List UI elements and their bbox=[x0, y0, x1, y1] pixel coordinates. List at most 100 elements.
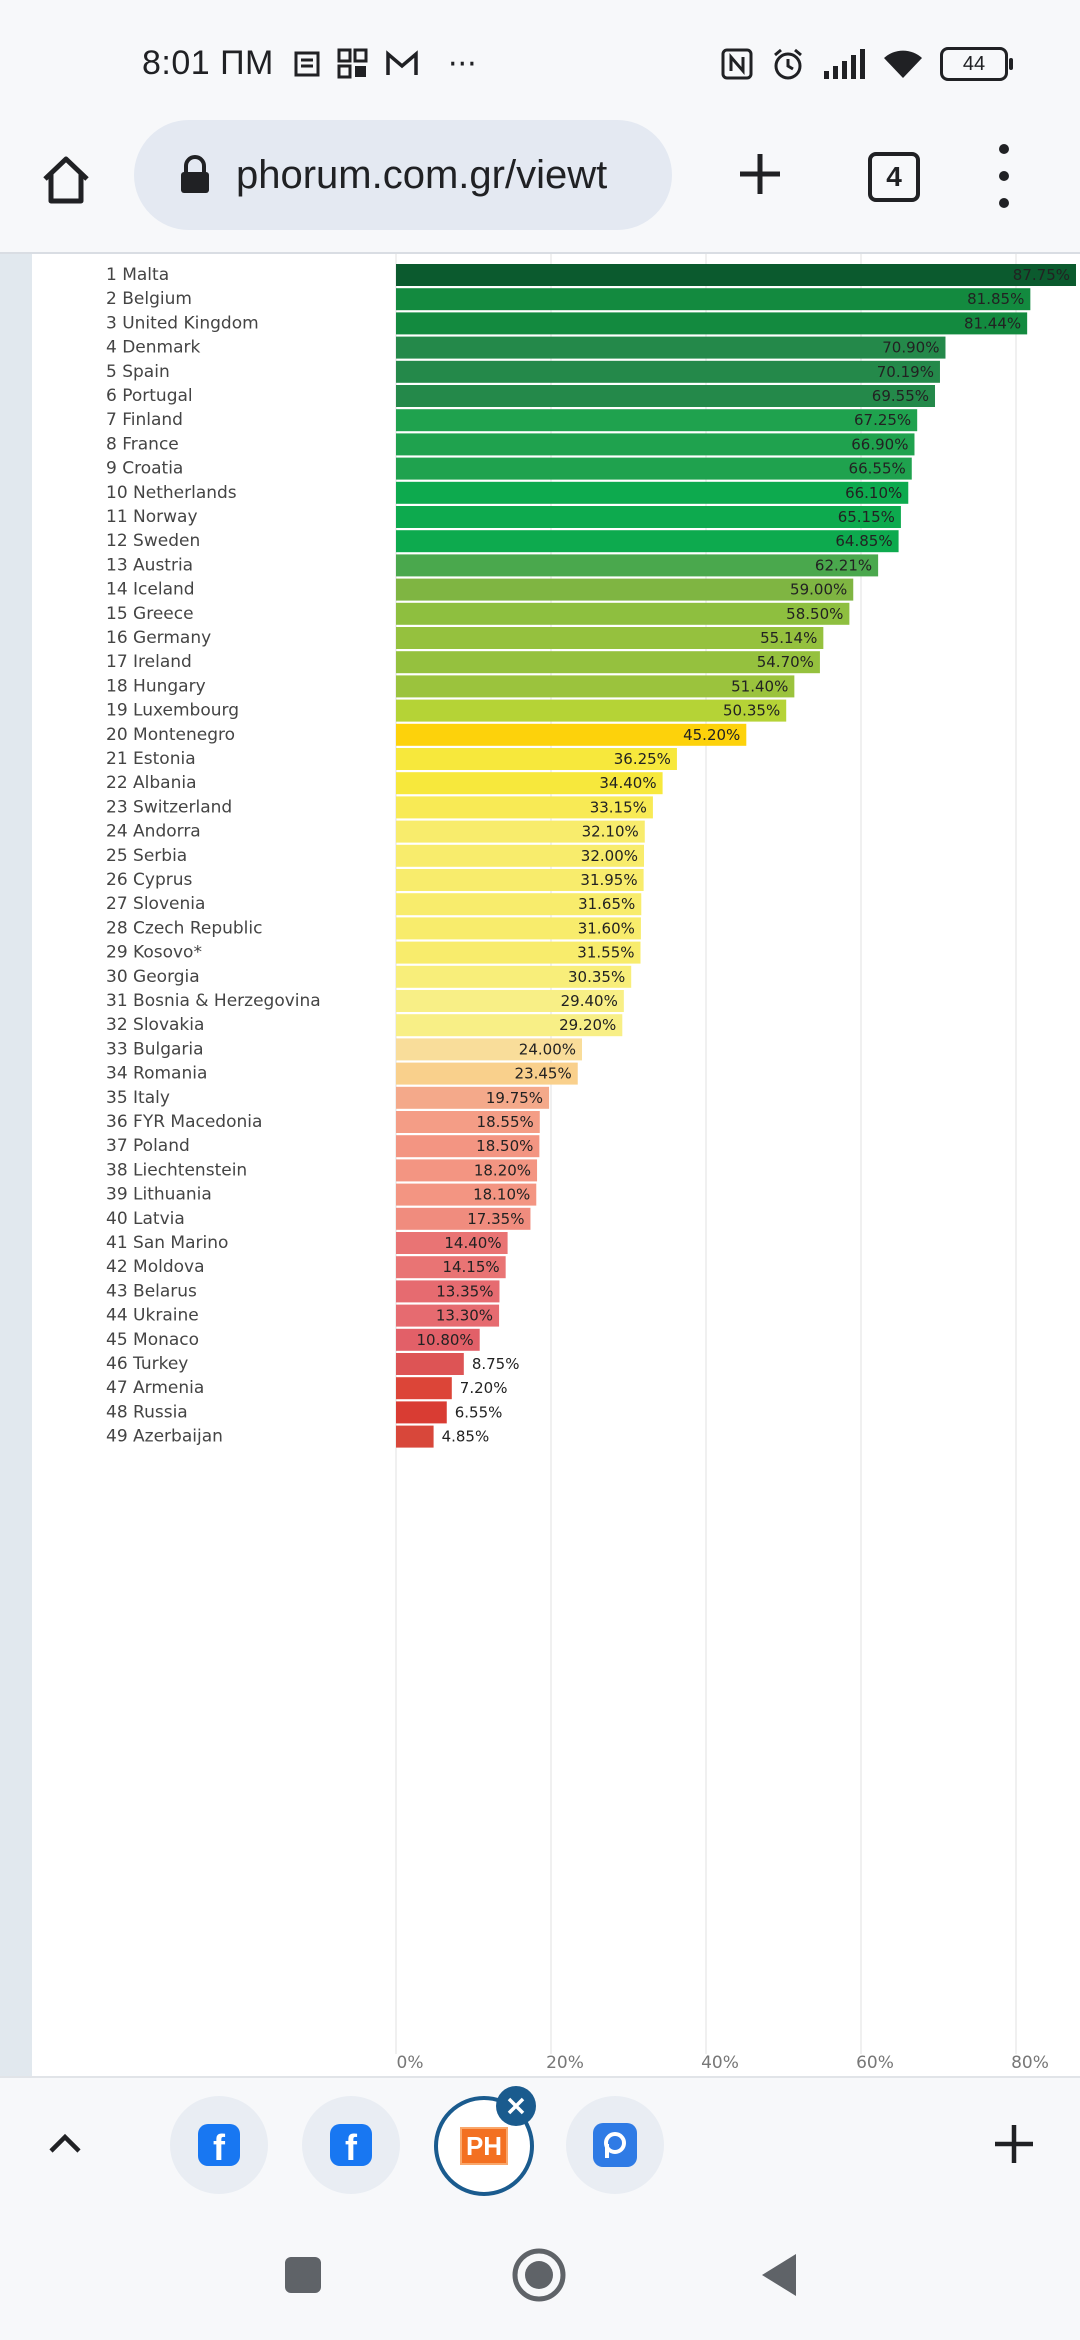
category-label: 6 Portugal bbox=[106, 386, 193, 406]
menu-dot-icon bbox=[999, 171, 1009, 181]
recent-apps-button[interactable] bbox=[268, 2240, 338, 2310]
web-content[interactable]: 1 Malta 87.75% 2 Belgium 81.85% 3 United Kin… bbox=[0, 254, 1080, 2076]
value-label: 66.90% bbox=[851, 435, 908, 453]
add-tab-button[interactable] bbox=[988, 2118, 1040, 2170]
battery-level: 44 bbox=[962, 52, 986, 75]
category-label: 49 Azerbaijan bbox=[106, 1427, 223, 1447]
value-label: 18.20% bbox=[474, 1161, 531, 1179]
category-label: 43 Belarus bbox=[106, 1281, 197, 1301]
category-label: 10 Netherlands bbox=[106, 483, 237, 503]
value-label: 81.85% bbox=[967, 290, 1024, 308]
value-label: 36.25% bbox=[614, 750, 671, 768]
nfc-icon bbox=[721, 48, 753, 80]
close-tab-button[interactable] bbox=[496, 2086, 536, 2126]
status-notification-icons: ··· bbox=[292, 46, 477, 82]
value-label: 19.75% bbox=[486, 1089, 543, 1107]
tab-strip: f f PH bbox=[0, 2076, 1080, 2212]
bar bbox=[396, 1135, 540, 1158]
lock-icon[interactable] bbox=[172, 152, 218, 198]
bar bbox=[396, 481, 909, 504]
category-label: 13 Austria bbox=[106, 555, 193, 575]
menu-button[interactable] bbox=[984, 144, 1024, 208]
value-label: 29.20% bbox=[559, 1016, 616, 1034]
facebook-tab[interactable]: f bbox=[302, 2096, 400, 2194]
value-label: 10.80% bbox=[416, 1331, 473, 1349]
value-label: 58.50% bbox=[786, 605, 843, 623]
category-label: 17 Ireland bbox=[106, 652, 192, 672]
value-label: 51.40% bbox=[731, 677, 788, 695]
bar bbox=[396, 578, 854, 601]
value-label: 81.44% bbox=[964, 314, 1021, 332]
bar bbox=[396, 748, 677, 770]
category-label: 36 FYR Macedonia bbox=[106, 1112, 262, 1132]
bar bbox=[396, 1207, 531, 1230]
bar bbox=[396, 360, 940, 383]
bar bbox=[396, 506, 901, 528]
category-label: 21 Estonia bbox=[106, 749, 196, 769]
category-label: 23 Switzerland bbox=[106, 797, 232, 817]
bar bbox=[396, 893, 642, 916]
wifi-icon bbox=[884, 50, 922, 78]
value-label: 65.15% bbox=[838, 508, 895, 526]
value-label: 17.35% bbox=[467, 1210, 524, 1228]
value-label: 67.25% bbox=[854, 411, 911, 429]
phorum-tab-active[interactable]: PH bbox=[434, 2096, 534, 2196]
url-bar[interactable]: phorum.com.gr/viewt bbox=[134, 120, 672, 230]
category-label: 30 Georgia bbox=[106, 967, 200, 987]
bar bbox=[396, 1353, 464, 1375]
category-label: 40 Latvia bbox=[106, 1209, 185, 1229]
pcloud-tab[interactable] bbox=[566, 2096, 664, 2194]
facebook-tab[interactable]: f bbox=[170, 2096, 268, 2194]
bar bbox=[396, 530, 899, 553]
category-label: 47 Armenia bbox=[106, 1378, 204, 1398]
new-tab-button[interactable] bbox=[728, 142, 792, 206]
category-label: 3 United Kingdom bbox=[106, 313, 259, 333]
category-label: 45 Monaco bbox=[106, 1330, 199, 1350]
back-button[interactable] bbox=[744, 2240, 814, 2310]
bar bbox=[396, 1159, 538, 1182]
news-icon bbox=[294, 51, 320, 77]
category-label: 8 France bbox=[106, 434, 179, 454]
phorum-icon: PH bbox=[460, 2127, 508, 2165]
status-bar: 8:01 ПМ ··· 44 bbox=[0, 0, 1080, 120]
home-nav-button[interactable] bbox=[504, 2240, 574, 2310]
page-left-margin bbox=[0, 254, 32, 2076]
value-label: 50.35% bbox=[723, 702, 780, 720]
x-tick-label: 80% bbox=[1011, 2053, 1049, 2073]
bar bbox=[396, 675, 795, 698]
toolbar-divider bbox=[0, 252, 1080, 254]
back-triangle-icon bbox=[762, 2254, 796, 2296]
category-label: 26 Cyprus bbox=[106, 870, 193, 890]
category-label: 5 Spain bbox=[106, 362, 170, 382]
bar bbox=[396, 312, 1028, 335]
category-label: 22 Albania bbox=[106, 773, 197, 793]
category-label: 9 Croatia bbox=[106, 459, 183, 479]
bar bbox=[396, 1086, 550, 1109]
value-label: 14.15% bbox=[442, 1258, 499, 1276]
value-label: 87.75% bbox=[1013, 266, 1070, 284]
tab-switcher-button[interactable]: 4 bbox=[868, 152, 920, 202]
category-label: 32 Slovakia bbox=[106, 1015, 204, 1035]
bar bbox=[396, 1328, 480, 1351]
grid-icon bbox=[337, 48, 368, 79]
value-label: 54.70% bbox=[757, 653, 814, 671]
url-text[interactable]: phorum.com.gr/viewt bbox=[236, 152, 608, 197]
collapse-tabs-button[interactable] bbox=[40, 2118, 90, 2168]
bar bbox=[396, 820, 645, 843]
category-label: 44 Ukraine bbox=[106, 1306, 199, 1326]
category-label: 28 Czech Republic bbox=[106, 918, 262, 938]
category-label: 48 Russia bbox=[106, 1402, 188, 1422]
status-system-icons: 44 bbox=[720, 44, 1013, 84]
circle-icon bbox=[512, 2248, 566, 2302]
x-tick-label: 40% bbox=[701, 2053, 739, 2073]
bar bbox=[396, 554, 879, 577]
value-label: 18.10% bbox=[473, 1186, 530, 1204]
home-button[interactable] bbox=[34, 148, 98, 212]
category-label: 18 Hungary bbox=[106, 676, 206, 696]
value-label: 24.00% bbox=[519, 1040, 576, 1058]
category-label: 15 Greece bbox=[106, 604, 194, 624]
bar bbox=[396, 264, 1076, 286]
category-label: 14 Iceland bbox=[106, 580, 195, 600]
square-icon bbox=[285, 2257, 321, 2293]
value-label: 34.40% bbox=[599, 774, 656, 792]
